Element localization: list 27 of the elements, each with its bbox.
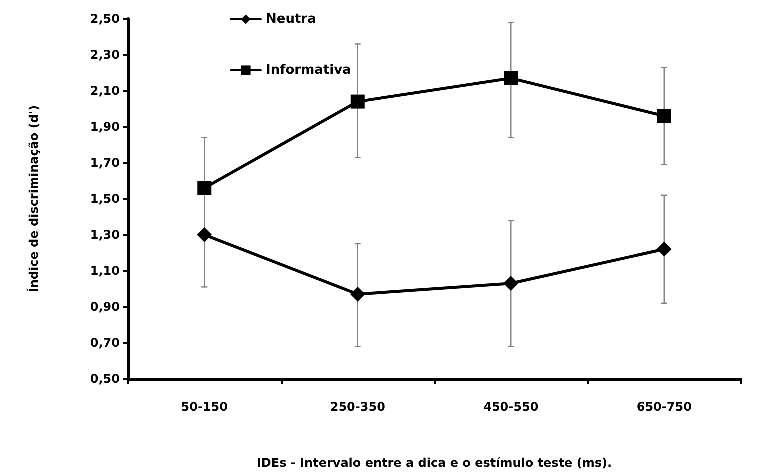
legend-label: Informativa [266, 63, 352, 78]
point [504, 71, 518, 86]
y-tick-label: 1,10 [90, 264, 120, 278]
x-axis-title: IDEs - Intervalo entre a dica e o estímulo teste (ms). [256, 456, 612, 470]
x-tick-label: 650-750 [636, 400, 692, 414]
point [350, 94, 365, 109]
y-axis-title: Índice de discriminação (d') [26, 105, 41, 293]
y-tick-label: 0,70 [90, 336, 120, 350]
point [504, 276, 519, 292]
x-tick-label: 50-150 [181, 400, 228, 414]
x-tick-label: 250-350 [330, 400, 386, 414]
point [198, 181, 212, 196]
y-tick-label: 1,50 [90, 192, 120, 206]
y-tick-label: 1,30 [90, 228, 120, 242]
y-tick-label: 2,50 [90, 12, 120, 26]
point [197, 228, 212, 242]
y-tick-label: 1,70 [90, 156, 120, 170]
y-tick-label: 0,50 [90, 372, 120, 386]
point [656, 242, 672, 257]
point [657, 109, 672, 124]
y-tick-label: 0,90 [90, 300, 120, 314]
x-tick-label: 450-550 [484, 400, 539, 414]
point [350, 286, 366, 302]
legend-label: Neutra [266, 12, 316, 27]
y-tick-label: 2,10 [90, 84, 120, 98]
y-tick-label: 2,30 [90, 48, 120, 62]
y-tick-label: 1,90 [90, 120, 120, 134]
